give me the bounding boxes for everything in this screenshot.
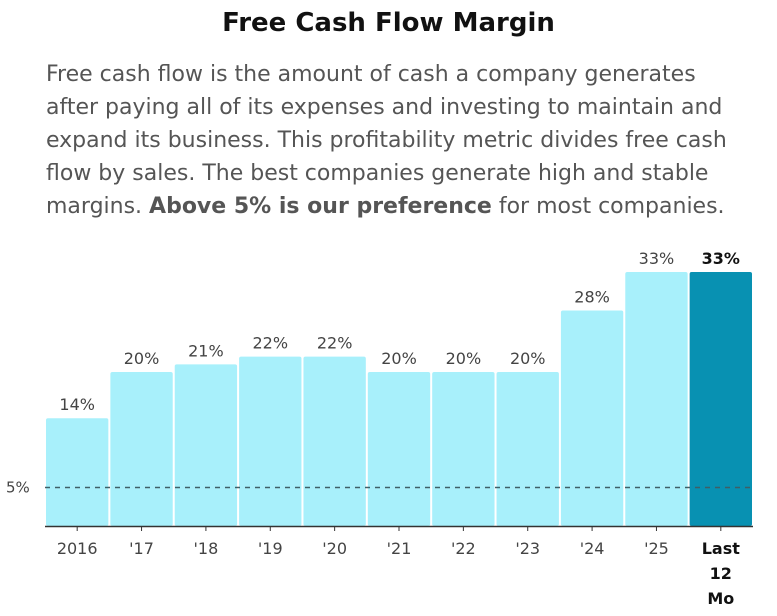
x-tick-label: '17 — [129, 539, 154, 558]
bar--21 — [367, 372, 431, 526]
value-label: 20% — [446, 349, 482, 368]
value-label: 33% — [702, 249, 740, 268]
value-label: 21% — [188, 341, 224, 360]
chart-title: Free Cash Flow Margin — [222, 8, 555, 38]
bar--18 — [174, 364, 238, 526]
description-text: Free cash flow is the amount of cash a c… — [46, 62, 727, 219]
x-tick-label: '18 — [194, 539, 219, 558]
value-label: 22% — [252, 334, 288, 353]
value-label: 33% — [639, 249, 675, 268]
bar-2016 — [46, 418, 109, 526]
chart-description: Free cash flow is the amount of cash a c… — [46, 58, 746, 223]
x-tick-label: '19 — [258, 539, 283, 558]
x-tick-label: '22 — [451, 539, 476, 558]
reference-line-label: 5% — [6, 479, 30, 497]
bar--20 — [303, 356, 366, 526]
value-label: 20% — [510, 349, 546, 368]
value-label: 20% — [381, 349, 417, 368]
value-label: 20% — [124, 349, 160, 368]
description-emphasis: Above 5% is our preference — [149, 194, 492, 219]
x-tick-label: Last 12 Mo — [702, 539, 741, 608]
bar--23 — [496, 372, 559, 526]
bar-last-12-mo — [689, 272, 752, 526]
bar--19 — [239, 356, 302, 526]
value-label: 22% — [317, 334, 353, 353]
x-tick-label: '21 — [387, 539, 412, 558]
value-label: 28% — [574, 287, 610, 306]
x-tick-label: 2016 — [57, 539, 98, 558]
bar--24 — [560, 310, 624, 526]
bar--22 — [432, 372, 495, 526]
x-tick-label: '24 — [580, 539, 605, 558]
bar--17 — [110, 372, 173, 526]
x-tick-label: '23 — [515, 539, 540, 558]
bar--25 — [625, 272, 688, 526]
description-text-end: for most companies. — [491, 194, 725, 219]
x-tick-label: '20 — [322, 539, 347, 558]
x-tick-label: '25 — [644, 539, 669, 558]
value-label: 14% — [59, 395, 95, 414]
